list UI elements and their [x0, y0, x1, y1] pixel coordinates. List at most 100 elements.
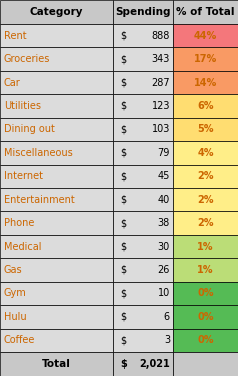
Bar	[173, 258, 238, 282]
Text: $: $	[120, 195, 126, 205]
Bar	[0, 282, 113, 305]
Text: 0%: 0%	[197, 312, 214, 322]
Text: 2%: 2%	[197, 171, 214, 181]
Bar	[113, 0, 173, 24]
Text: $: $	[120, 77, 126, 88]
Text: 44%: 44%	[194, 31, 217, 41]
Text: Entertainment: Entertainment	[4, 195, 75, 205]
Text: 2,021: 2,021	[139, 359, 170, 369]
Text: 40: 40	[158, 195, 170, 205]
Text: 26: 26	[158, 265, 170, 275]
Text: 123: 123	[152, 101, 170, 111]
Text: 14%: 14%	[194, 77, 217, 88]
Text: % of Total: % of Total	[176, 7, 235, 17]
Bar	[113, 24, 173, 47]
Bar	[113, 329, 173, 352]
Bar	[173, 141, 238, 165]
Bar	[113, 282, 173, 305]
Bar	[113, 47, 173, 71]
Text: 6%: 6%	[197, 101, 214, 111]
Text: $: $	[120, 265, 126, 275]
Text: Phone: Phone	[4, 218, 34, 228]
Text: 287: 287	[151, 77, 170, 88]
Bar	[0, 0, 113, 24]
Text: $: $	[120, 171, 126, 181]
Text: 103: 103	[152, 124, 170, 135]
Bar	[173, 165, 238, 188]
Bar	[0, 329, 113, 352]
Text: Dining out: Dining out	[4, 124, 55, 135]
Bar	[0, 211, 113, 235]
Text: $: $	[120, 359, 127, 369]
Bar	[173, 188, 238, 211]
Text: 5%: 5%	[197, 124, 214, 135]
Text: 888: 888	[152, 31, 170, 41]
Text: $: $	[120, 288, 126, 299]
Text: $: $	[120, 312, 126, 322]
Text: $: $	[120, 241, 126, 252]
Bar	[113, 118, 173, 141]
Bar	[0, 94, 113, 118]
Bar	[173, 305, 238, 329]
Bar	[113, 235, 173, 258]
Bar	[173, 211, 238, 235]
Bar	[0, 165, 113, 188]
Text: Medical: Medical	[4, 241, 41, 252]
Text: 17%: 17%	[194, 54, 217, 64]
Text: Rent: Rent	[4, 31, 27, 41]
Text: Internet: Internet	[4, 171, 43, 181]
Bar	[113, 71, 173, 94]
Text: Category: Category	[30, 7, 83, 17]
Text: Total: Total	[42, 359, 71, 369]
Text: Hulu: Hulu	[4, 312, 27, 322]
Text: $: $	[120, 101, 126, 111]
Text: Gym: Gym	[4, 288, 27, 299]
Text: Miscellaneous: Miscellaneous	[4, 148, 73, 158]
Text: Utilities: Utilities	[4, 101, 41, 111]
Bar	[113, 352, 173, 376]
Bar	[173, 94, 238, 118]
Text: Groceries: Groceries	[4, 54, 50, 64]
Text: 343: 343	[152, 54, 170, 64]
Bar	[173, 282, 238, 305]
Text: $: $	[120, 54, 126, 64]
Text: Gas: Gas	[4, 265, 23, 275]
Text: 1%: 1%	[197, 241, 214, 252]
Bar	[173, 118, 238, 141]
Text: 79: 79	[158, 148, 170, 158]
Bar	[113, 211, 173, 235]
Bar	[173, 24, 238, 47]
Bar	[173, 235, 238, 258]
Bar	[113, 165, 173, 188]
Text: 3: 3	[164, 335, 170, 345]
Bar	[113, 305, 173, 329]
Text: 0%: 0%	[197, 335, 214, 345]
Bar	[173, 352, 238, 376]
Text: Spending: Spending	[115, 7, 171, 17]
Bar	[0, 141, 113, 165]
Text: Coffee: Coffee	[4, 335, 35, 345]
Bar	[173, 329, 238, 352]
Text: $: $	[120, 335, 126, 345]
Bar	[113, 188, 173, 211]
Bar	[113, 258, 173, 282]
Bar	[173, 47, 238, 71]
Bar	[0, 258, 113, 282]
Bar	[113, 141, 173, 165]
Bar	[0, 118, 113, 141]
Bar	[0, 188, 113, 211]
Bar	[0, 47, 113, 71]
Text: 6: 6	[164, 312, 170, 322]
Bar	[173, 71, 238, 94]
Text: 2%: 2%	[197, 195, 214, 205]
Text: 0%: 0%	[197, 288, 214, 299]
Bar	[0, 305, 113, 329]
Bar	[0, 71, 113, 94]
Text: 1%: 1%	[197, 265, 214, 275]
Bar	[113, 94, 173, 118]
Bar	[0, 24, 113, 47]
Bar	[173, 0, 238, 24]
Text: $: $	[120, 218, 126, 228]
Text: 10: 10	[158, 288, 170, 299]
Text: 38: 38	[158, 218, 170, 228]
